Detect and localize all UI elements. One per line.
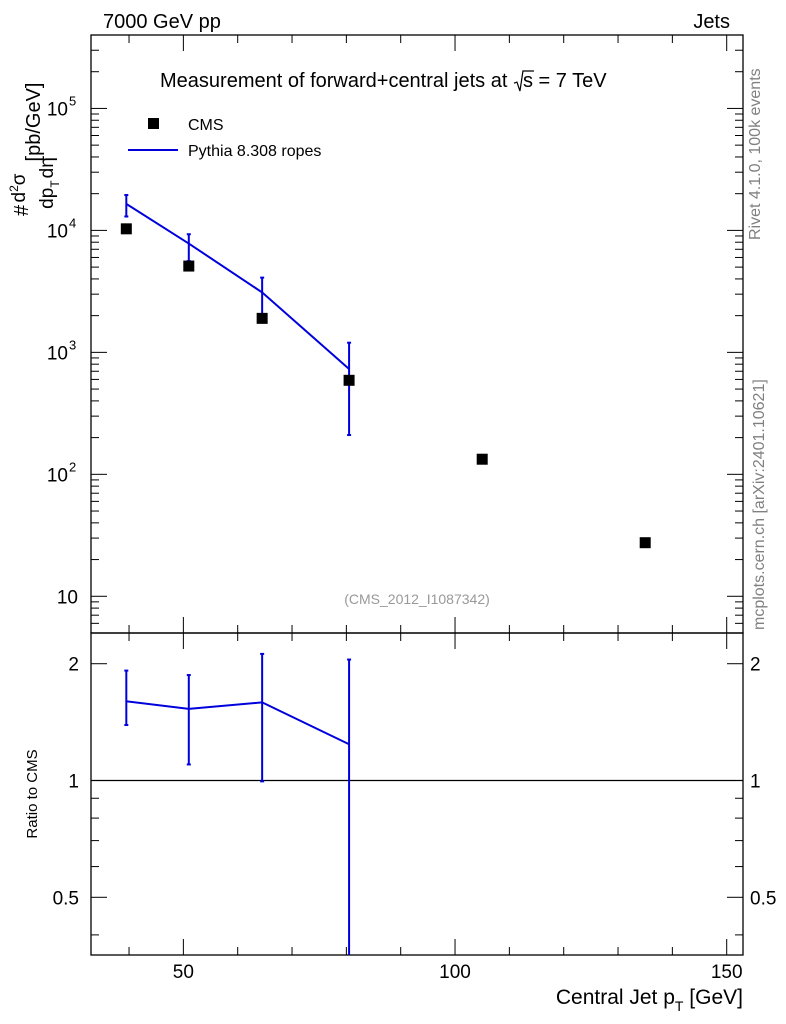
- chart-title-after: = 7 TeV: [533, 70, 607, 92]
- main-y-tick-label: 10: [47, 343, 68, 364]
- mcplots-label: mcplots.cern.ch [arXiv:2401.10621]: [751, 379, 768, 630]
- cms-data-point: [476, 453, 488, 465]
- x-label-unit: [GeV]: [683, 986, 743, 1009]
- ratio-y-tick-label-right: 2: [750, 655, 761, 676]
- y-label-unit: [pb/GeV]: [23, 83, 45, 162]
- cms-data-point: [639, 537, 651, 549]
- y-label-num-sup: 2: [7, 185, 21, 192]
- x-tick-label: 150: [711, 962, 743, 983]
- analysis-watermark: (CMS_2012_I1087342): [344, 591, 490, 607]
- x-tick-label: 50: [173, 962, 194, 983]
- legend: CMS Pythia 8.308 ropes: [128, 117, 321, 160]
- legend-label-cms: CMS: [188, 117, 224, 134]
- sqrt-symbol: [513, 70, 534, 92]
- pythia-series-line: [125, 203, 350, 370]
- y-label-denominator: dpTdη: [37, 157, 62, 209]
- main-y-axis-label: # d2σ dpTdη [pb/GeV]: [7, 83, 62, 216]
- ratio-y-tick-label-left: 1: [68, 772, 79, 793]
- x-tick-label: 100: [439, 962, 471, 983]
- legend-marker-cms: [148, 118, 159, 129]
- main-y-tick-label: 10: [47, 221, 68, 242]
- cms-data-point: [256, 312, 268, 324]
- ratio-plot-frame: [90, 632, 744, 956]
- ratio-series-line: [126, 700, 350, 746]
- y-label-numerator: d2σ: [7, 173, 30, 202]
- ratio-y-tick-label-right: 0.5: [750, 888, 776, 909]
- legend-label-pythia: Pythia 8.308 ropes: [188, 143, 321, 160]
- main-y-tick-exponent: 5: [69, 93, 76, 108]
- chart-title-text: Measurement of forward+central jets at s…: [160, 70, 607, 92]
- ratio-y-tick-label-right: 1: [750, 772, 761, 793]
- main-y-tick-label: 10: [57, 587, 78, 608]
- rivet-version-label: Rivet 4.1.0, 100k events: [747, 68, 764, 240]
- main-y-tick-exponent: 4: [69, 215, 76, 230]
- chart-title-radicand: s: [523, 70, 533, 92]
- ratio-y-tick-label-left: 0.5: [53, 888, 79, 909]
- ratio-data-marks: [91, 652, 743, 955]
- y-label-num-d: d: [9, 192, 30, 203]
- ratio-y-tick-labels: 0.5 0.5 1 1 2 2: [53, 655, 777, 910]
- x-label-main: Central Jet p: [556, 986, 675, 1009]
- x-label-sub: T: [675, 998, 684, 1014]
- y-label-hash: #: [11, 204, 33, 216]
- main-y-tick-exponent: 2: [69, 459, 76, 474]
- cms-data-point: [120, 223, 132, 235]
- chart-title: Measurement of forward+central jets at s…: [160, 70, 607, 92]
- main-data-marks: [120, 194, 651, 549]
- header-left-label: 7000 GeV pp: [103, 11, 221, 33]
- main-y-tick-exponent: 3: [69, 337, 76, 352]
- x-axis-label: Central Jet pT [GeV]: [556, 986, 743, 1014]
- y-label-num-sigma: σ: [9, 173, 30, 185]
- main-y-tick-label: 10: [47, 465, 68, 486]
- header-right-label: Jets: [693, 11, 730, 33]
- ratio-y-axis-label: Ratio to CMS: [24, 749, 41, 838]
- ratio-panel: 0.5 0.5 1 1 2 2 Ratio to CMS: [24, 632, 777, 956]
- x-tick-labels: 50 100 150: [173, 962, 743, 983]
- y-label-den-dp: dp: [37, 188, 58, 209]
- y-label-den-eta: dη: [37, 157, 58, 178]
- cms-data-point: [343, 374, 355, 386]
- ratio-y-tick-label-left: 2: [68, 655, 79, 676]
- main-axis-ticks: [91, 34, 743, 634]
- y-label-den-sub: T: [48, 180, 62, 188]
- main-y-tick-label: 10: [47, 99, 68, 120]
- cms-data-point: [183, 260, 195, 272]
- chart-title-before: Measurement of forward+central jets at: [160, 70, 513, 92]
